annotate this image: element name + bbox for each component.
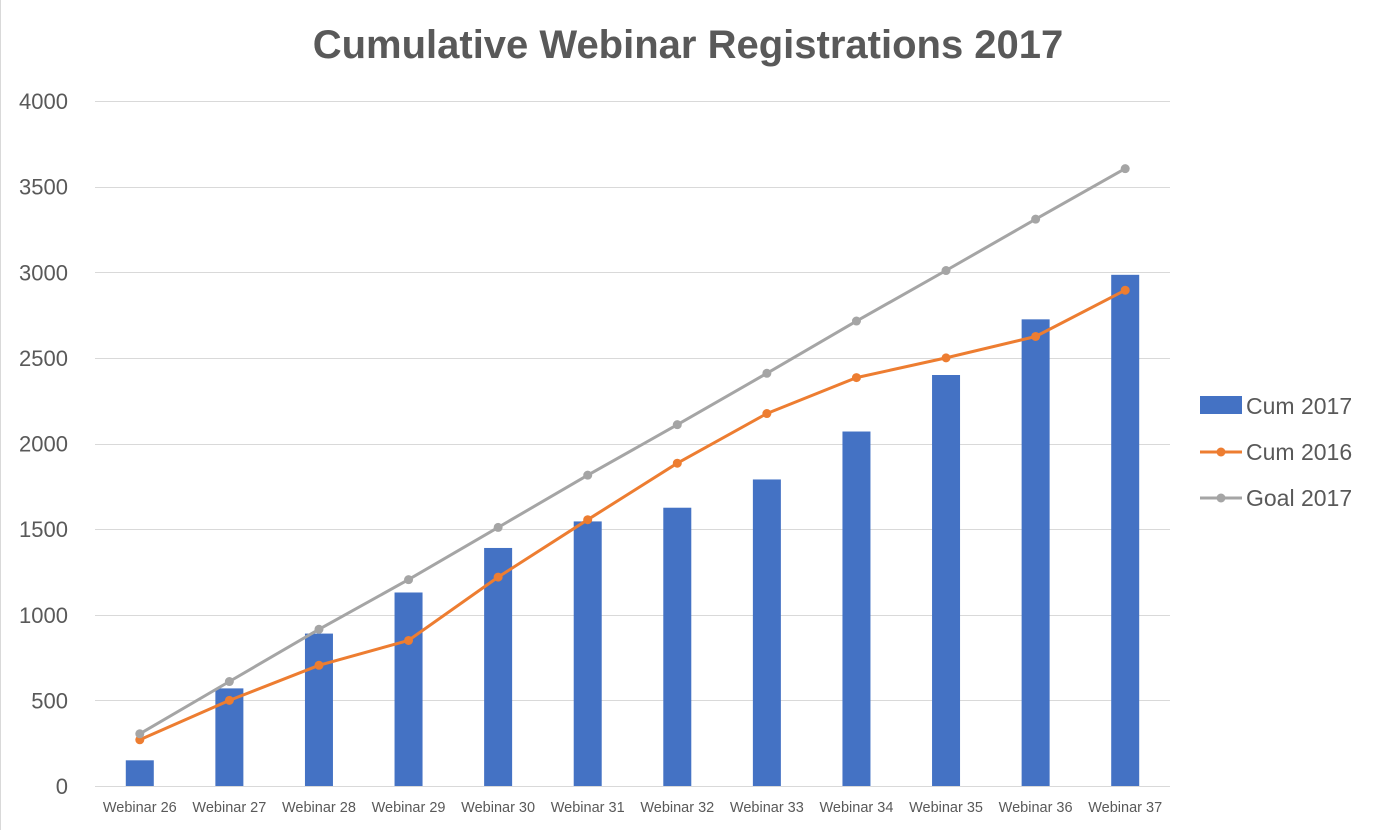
grid-layer <box>95 101 1170 787</box>
legend-label-cum-2016: Cum 2016 <box>1246 439 1352 465</box>
legend-label-goal-2017: Goal 2017 <box>1246 485 1352 511</box>
y-axis-ticks: 0 500 1000 1500 2000 2500 3000 3500 4000 <box>19 89 68 799</box>
point-goal-2017 <box>314 624 324 634</box>
x-category-label: Webinar 27 <box>192 800 266 816</box>
point-goal-2017 <box>135 729 145 739</box>
x-category-label: Webinar 37 <box>1088 800 1162 816</box>
y-tick-label: 2500 <box>19 346 68 371</box>
point-goal-2017 <box>851 316 861 326</box>
point-cum-2016 <box>1031 331 1041 341</box>
point-cum-2016 <box>672 458 682 468</box>
bar-series-layer <box>125 274 1140 786</box>
y-tick-label: 0 <box>56 774 68 799</box>
point-goal-2017 <box>583 470 593 480</box>
x-axis-categories: Webinar 26 Webinar 27 Webinar 28 Webinar 29… <box>103 800 1162 816</box>
point-goal-2017 <box>762 368 772 378</box>
point-cum-2016 <box>314 660 324 670</box>
point-cum-2016 <box>404 635 414 645</box>
frame-left-edge <box>0 0 1 830</box>
legend-marker-cum-2016 <box>1216 447 1226 457</box>
bar-cum-2017 <box>484 547 513 786</box>
point-cum-2016 <box>224 695 234 705</box>
y-tick-label: 2000 <box>19 432 68 457</box>
x-category-label: Webinar 33 <box>730 800 804 816</box>
y-tick-label: 3500 <box>19 175 68 200</box>
bar-cum-2017 <box>932 375 961 786</box>
y-tick-label: 4000 <box>19 89 68 114</box>
legend: Cum 2017 Cum 2016 Goal 2017 <box>1200 393 1352 511</box>
bar-cum-2017 <box>125 760 154 786</box>
chart-title: Cumulative Webinar Registrations 2017 <box>313 23 1064 67</box>
bar-cum-2017 <box>663 507 692 786</box>
x-category-label: Webinar 26 <box>103 800 177 816</box>
x-category-label: Webinar 31 <box>551 800 625 816</box>
point-cum-2016 <box>493 572 503 582</box>
point-goal-2017 <box>672 420 682 430</box>
bar-cum-2017 <box>573 521 602 786</box>
point-goal-2017 <box>1120 164 1130 174</box>
y-tick-label: 1500 <box>19 517 68 542</box>
bar-cum-2017 <box>752 479 781 786</box>
bar-cum-2017 <box>394 592 423 786</box>
x-category-label: Webinar 28 <box>282 800 356 816</box>
legend-label-cum-2017: Cum 2017 <box>1246 393 1352 419</box>
point-cum-2016 <box>762 409 772 419</box>
x-category-label: Webinar 29 <box>372 800 446 816</box>
point-cum-2016 <box>1120 285 1130 295</box>
x-category-label: Webinar 32 <box>640 800 714 816</box>
x-category-label: Webinar 34 <box>820 800 894 816</box>
point-cum-2016 <box>941 353 951 363</box>
point-goal-2017 <box>404 575 414 585</box>
bar-cum-2017 <box>1111 274 1140 786</box>
bar-cum-2017 <box>842 431 871 786</box>
bar-cum-2017 <box>304 633 333 786</box>
line-series-layer <box>135 164 1130 745</box>
point-cum-2016 <box>851 373 861 383</box>
y-tick-label: 1000 <box>19 603 68 628</box>
x-category-label: Webinar 30 <box>461 800 535 816</box>
point-goal-2017 <box>224 677 234 687</box>
point-goal-2017 <box>493 522 503 532</box>
legend-marker-goal-2017 <box>1216 493 1226 503</box>
line-goal-2017 <box>138 167 1127 736</box>
y-tick-label: 500 <box>31 688 68 713</box>
point-goal-2017 <box>1031 214 1041 224</box>
legend-swatch-cum-2017 <box>1200 396 1242 414</box>
line-cum-2016 <box>138 288 1127 742</box>
bar-cum-2017 <box>1021 319 1050 786</box>
x-category-label: Webinar 35 <box>909 800 983 816</box>
point-goal-2017 <box>941 266 951 276</box>
y-tick-label: 3000 <box>19 260 68 285</box>
x-category-label: Webinar 36 <box>999 800 1073 816</box>
point-cum-2016 <box>583 515 593 525</box>
